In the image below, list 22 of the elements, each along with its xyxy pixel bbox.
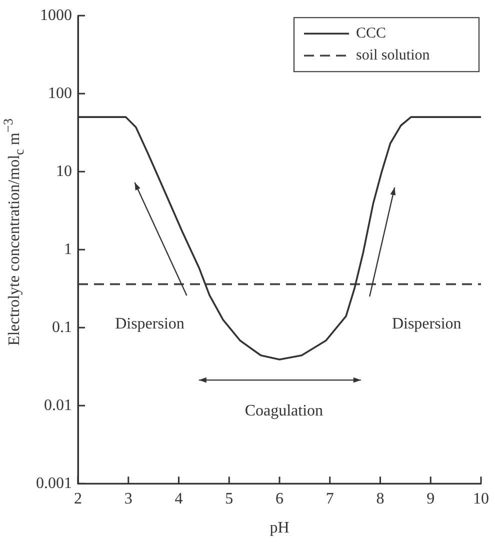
annotation: Coagulation (244, 402, 324, 420)
y-tick-label: 10 (56, 162, 72, 180)
annotation: Dispersion (115, 316, 184, 333)
annotation: Dispersion (392, 316, 462, 333)
y-tick-label: 100 (48, 84, 72, 102)
y-tick-label: 0.01 (44, 396, 72, 414)
x-tick-label: 6 (276, 490, 284, 508)
y-tick-label: 1 (64, 240, 72, 258)
x-tick-label: 4 (174, 490, 183, 508)
legend-label: CCC (356, 26, 386, 42)
x-tick-label: 3 (124, 490, 132, 508)
y-tick-label: 1000 (40, 6, 72, 24)
legend-label: soil solution (356, 48, 430, 64)
x-tick-label: 9 (426, 490, 435, 508)
x-tick-label: 7 (326, 490, 334, 508)
x-tick-label: 8 (376, 490, 384, 508)
x-tick-label: 2 (74, 490, 82, 508)
y-tick-label: 0.001 (36, 474, 72, 492)
x-tick-label: 10 (473, 490, 489, 508)
x-axis-title: pH (270, 520, 290, 537)
y-tick-label: 0.1 (52, 318, 72, 336)
x-tick-label: 5 (225, 490, 234, 508)
